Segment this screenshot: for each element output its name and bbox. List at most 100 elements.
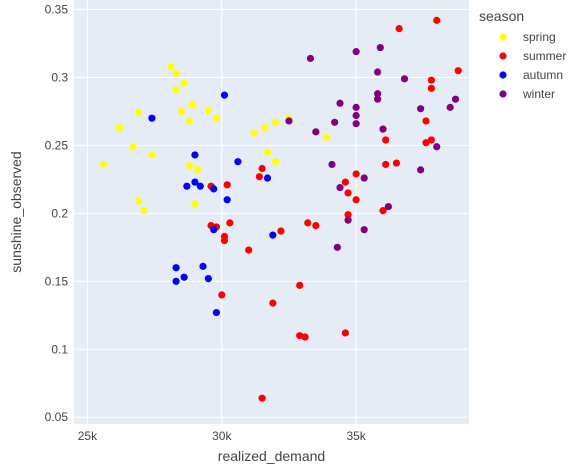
data-point-winter[interactable]: [376, 43, 384, 52]
data-point-spring[interactable]: [250, 129, 258, 137]
data-point-spring[interactable]: [172, 69, 180, 77]
data-point-summer[interactable]: [422, 117, 430, 125]
data-point-autumn[interactable]: [220, 91, 229, 99]
data-point-winter[interactable]: [433, 143, 441, 151]
data-point-winter[interactable]: [333, 243, 341, 251]
data-point-summer[interactable]: [296, 281, 304, 289]
data-point-spring[interactable]: [261, 124, 269, 132]
data-point-summer[interactable]: [245, 246, 253, 254]
data-point-spring[interactable]: [116, 124, 124, 132]
data-point-winter[interactable]: [352, 120, 360, 128]
data-point-spring[interactable]: [204, 106, 212, 114]
data-point-summer[interactable]: [223, 181, 231, 189]
data-point-autumn[interactable]: [263, 174, 272, 182]
data-point-winter[interactable]: [331, 118, 339, 126]
data-point-autumn[interactable]: [269, 231, 277, 239]
data-point-summer[interactable]: [341, 178, 349, 186]
data-point-summer[interactable]: [454, 67, 462, 75]
data-point-summer[interactable]: [296, 332, 304, 340]
data-point-winter[interactable]: [374, 68, 382, 76]
data-point-summer[interactable]: [301, 333, 309, 341]
data-point-summer[interactable]: [379, 207, 387, 215]
data-point-autumn[interactable]: [172, 264, 180, 272]
data-point-spring[interactable]: [129, 143, 137, 151]
data-point-winter[interactable]: [374, 95, 382, 103]
data-point-spring[interactable]: [271, 118, 280, 126]
data-point-winter[interactable]: [379, 125, 387, 133]
data-point-winter[interactable]: [336, 183, 344, 192]
data-point-summer[interactable]: [382, 136, 390, 144]
data-point-summer[interactable]: [352, 196, 360, 204]
data-point-winter[interactable]: [374, 90, 382, 98]
data-point-spring[interactable]: [212, 114, 221, 122]
data-point-winter[interactable]: [417, 166, 425, 174]
data-point-summer[interactable]: [344, 211, 352, 219]
legend[interactable]: season spring summer autumn winter: [479, 8, 566, 101]
data-point-summer[interactable]: [341, 329, 349, 337]
data-point-autumn[interactable]: [172, 277, 180, 285]
data-point-summer[interactable]: [269, 299, 277, 307]
data-point-summer[interactable]: [220, 236, 229, 245]
data-point-spring[interactable]: [322, 133, 331, 141]
data-point-autumn[interactable]: [180, 273, 188, 281]
data-point-spring[interactable]: [188, 101, 196, 109]
data-point-spring[interactable]: [134, 109, 143, 117]
data-point-spring[interactable]: [134, 197, 143, 205]
data-point-summer[interactable]: [304, 219, 312, 227]
data-point-summer[interactable]: [258, 164, 266, 173]
legend-items[interactable]: spring summer autumn winter: [499, 30, 566, 101]
data-point-winter[interactable]: [328, 160, 336, 169]
data-point-autumn[interactable]: [212, 308, 221, 317]
data-point-winter[interactable]: [352, 103, 360, 111]
data-point-winter[interactable]: [451, 95, 460, 103]
data-point-summer[interactable]: [392, 159, 401, 167]
legend-item-autumn[interactable]: autumn: [499, 68, 563, 82]
data-point-spring[interactable]: [148, 151, 156, 159]
data-point-spring[interactable]: [185, 117, 194, 125]
data-point-winter[interactable]: [417, 105, 425, 113]
data-point-summer[interactable]: [433, 16, 441, 24]
data-point-summer[interactable]: [352, 170, 360, 178]
data-point-autumn[interactable]: [148, 114, 156, 122]
data-point-winter[interactable]: [446, 103, 454, 111]
data-point-winter[interactable]: [336, 99, 344, 107]
data-point-autumn[interactable]: [210, 185, 218, 193]
data-point-autumn[interactable]: [196, 182, 204, 190]
data-point-summer[interactable]: [427, 136, 435, 144]
data-point-winter[interactable]: [360, 226, 368, 234]
data-point-spring[interactable]: [194, 166, 202, 174]
legend-item-spring[interactable]: spring: [499, 30, 556, 44]
data-point-autumn[interactable]: [234, 158, 242, 166]
data-point-winter[interactable]: [306, 54, 315, 63]
data-point-summer[interactable]: [255, 173, 264, 181]
data-point-summer[interactable]: [427, 84, 435, 92]
data-point-spring[interactable]: [99, 160, 108, 169]
data-point-spring[interactable]: [271, 158, 280, 166]
data-point-summer[interactable]: [258, 394, 266, 402]
data-point-autumn[interactable]: [223, 196, 231, 204]
data-point-spring[interactable]: [177, 107, 186, 116]
data-point-winter[interactable]: [285, 117, 293, 125]
data-point-spring[interactable]: [263, 148, 272, 156]
data-point-summer[interactable]: [344, 189, 352, 197]
data-point-spring[interactable]: [180, 79, 188, 87]
data-point-winter[interactable]: [344, 216, 352, 224]
data-point-autumn[interactable]: [191, 151, 199, 159]
data-point-summer[interactable]: [277, 227, 285, 235]
data-point-spring[interactable]: [191, 200, 199, 208]
data-point-winter[interactable]: [312, 128, 320, 136]
data-point-winter[interactable]: [360, 174, 368, 182]
data-point-spring[interactable]: [185, 162, 194, 170]
data-point-spring[interactable]: [172, 86, 180, 94]
data-point-spring[interactable]: [167, 62, 175, 71]
data-point-summer[interactable]: [312, 221, 320, 230]
legend-item-winter[interactable]: winter: [499, 87, 555, 101]
data-point-winter[interactable]: [352, 111, 360, 120]
data-point-summer[interactable]: [395, 24, 403, 33]
data-point-spring[interactable]: [140, 207, 148, 215]
legend-item-summer[interactable]: summer: [499, 49, 566, 63]
data-point-summer[interactable]: [226, 219, 234, 227]
data-point-winter[interactable]: [352, 48, 360, 56]
data-point-winter[interactable]: [384, 202, 392, 211]
data-point-summer[interactable]: [427, 76, 435, 84]
